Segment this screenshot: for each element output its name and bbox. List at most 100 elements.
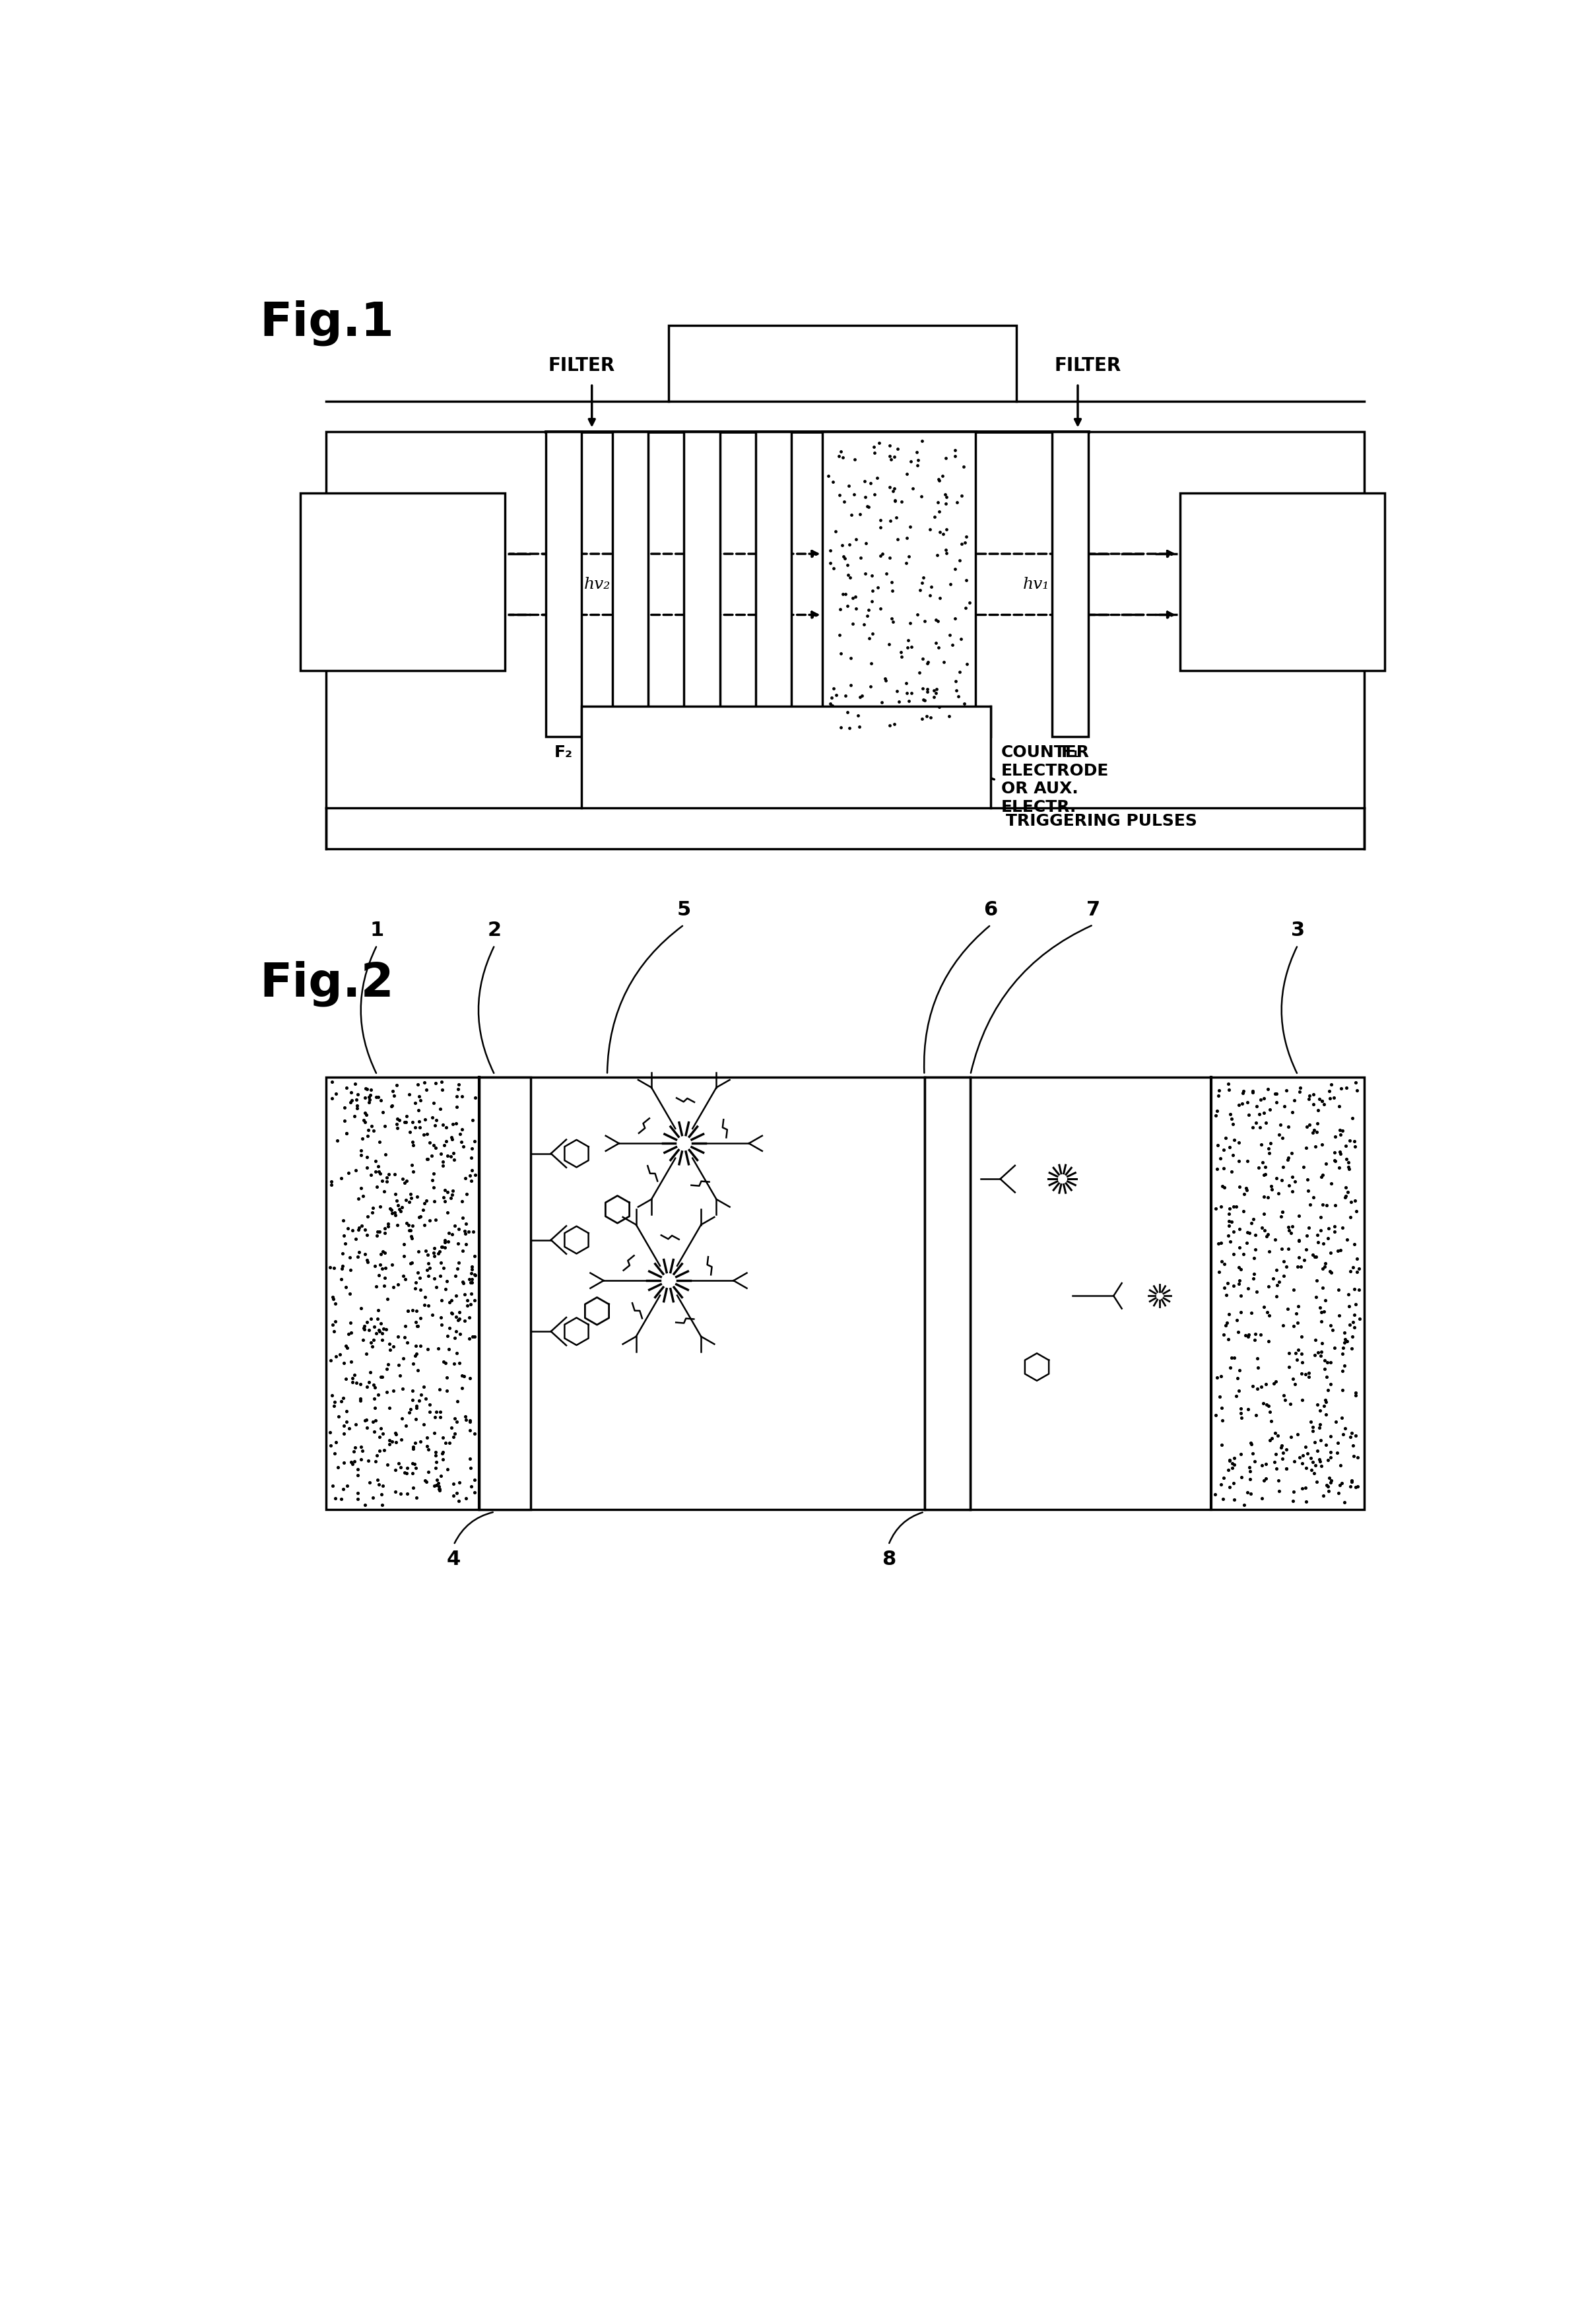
Point <box>942 662 968 700</box>
Point <box>393 1104 418 1141</box>
Point <box>453 1215 478 1253</box>
Point <box>1217 1202 1242 1239</box>
Point <box>1274 1248 1299 1285</box>
Point <box>401 1429 426 1466</box>
Point <box>1293 1232 1318 1269</box>
Point <box>342 1097 367 1134</box>
Point <box>429 1283 455 1320</box>
Point <box>1277 1348 1302 1385</box>
Point <box>421 1234 447 1271</box>
Point <box>367 1188 393 1225</box>
Point <box>429 1457 455 1494</box>
Point <box>1313 1357 1338 1394</box>
Point <box>1253 1148 1278 1185</box>
Point <box>1288 1074 1313 1111</box>
Bar <box>301 493 505 672</box>
Point <box>431 1127 456 1164</box>
Point <box>337 1239 363 1276</box>
Point <box>458 1450 483 1487</box>
Point <box>882 483 908 521</box>
Point <box>1326 1425 1351 1462</box>
Point <box>1321 1208 1346 1246</box>
Point <box>393 1262 418 1299</box>
Point <box>1308 1325 1334 1362</box>
Point <box>420 1099 445 1136</box>
Point <box>334 1116 360 1153</box>
Point <box>1229 1085 1255 1122</box>
Point <box>1323 1141 1348 1178</box>
Point <box>352 1236 377 1274</box>
Point <box>1256 1269 1281 1306</box>
Point <box>870 683 895 720</box>
Point <box>1310 1155 1335 1192</box>
Point <box>345 1473 371 1511</box>
Point <box>1255 1215 1280 1253</box>
Point <box>440 1294 466 1332</box>
Point <box>1270 1195 1296 1232</box>
Point <box>1251 1178 1277 1215</box>
Point <box>1245 1350 1270 1387</box>
Point <box>933 535 958 572</box>
Point <box>391 1236 417 1274</box>
Point <box>1307 1408 1332 1446</box>
Point <box>885 430 911 467</box>
Point <box>857 465 882 502</box>
Point <box>843 590 868 627</box>
Point <box>386 1446 412 1483</box>
Point <box>1236 1315 1261 1353</box>
Point <box>350 1432 375 1469</box>
Point <box>1218 1350 1243 1387</box>
Point <box>1215 1218 1240 1255</box>
Point <box>1346 1299 1372 1336</box>
Point <box>1343 1285 1369 1322</box>
Point <box>865 569 890 607</box>
Point <box>909 476 935 514</box>
Point <box>450 1357 475 1394</box>
Point <box>1255 1178 1280 1215</box>
Point <box>1331 1111 1356 1148</box>
Point <box>399 1206 425 1243</box>
Point <box>1226 1143 1251 1181</box>
Point <box>1258 1090 1283 1127</box>
Point <box>1221 1464 1247 1501</box>
Point <box>923 672 949 709</box>
Point <box>879 600 904 637</box>
Point <box>1346 1271 1372 1308</box>
Point <box>426 1469 451 1506</box>
Point <box>1315 1441 1340 1478</box>
Point <box>1281 1443 1307 1480</box>
Point <box>1242 1443 1267 1480</box>
Point <box>1264 1083 1289 1120</box>
Point <box>898 627 923 665</box>
Point <box>1337 1287 1362 1325</box>
Point <box>429 1071 455 1109</box>
Text: 4: 4 <box>447 1550 461 1569</box>
Point <box>1280 1360 1305 1397</box>
Point <box>423 1434 448 1471</box>
Point <box>1285 1287 1310 1325</box>
Point <box>1289 1343 1315 1380</box>
Point <box>406 1067 431 1104</box>
Point <box>912 681 938 718</box>
Point <box>447 1116 472 1153</box>
Point <box>909 639 935 676</box>
Point <box>938 565 963 602</box>
Point <box>345 1450 371 1487</box>
Point <box>1269 1427 1294 1464</box>
Point <box>847 495 873 532</box>
Point <box>360 1404 385 1441</box>
Point <box>1334 1127 1359 1164</box>
Point <box>1247 1148 1272 1185</box>
Point <box>407 1197 432 1234</box>
Point <box>355 1215 380 1253</box>
Point <box>817 544 843 581</box>
Point <box>1286 1197 1312 1234</box>
Point <box>360 1195 385 1232</box>
Point <box>1266 1462 1291 1499</box>
Point <box>1286 1239 1312 1276</box>
Point <box>353 1211 379 1248</box>
Point <box>396 1183 421 1220</box>
Point <box>417 1392 442 1429</box>
Point <box>356 1464 382 1501</box>
Point <box>1338 1329 1364 1367</box>
